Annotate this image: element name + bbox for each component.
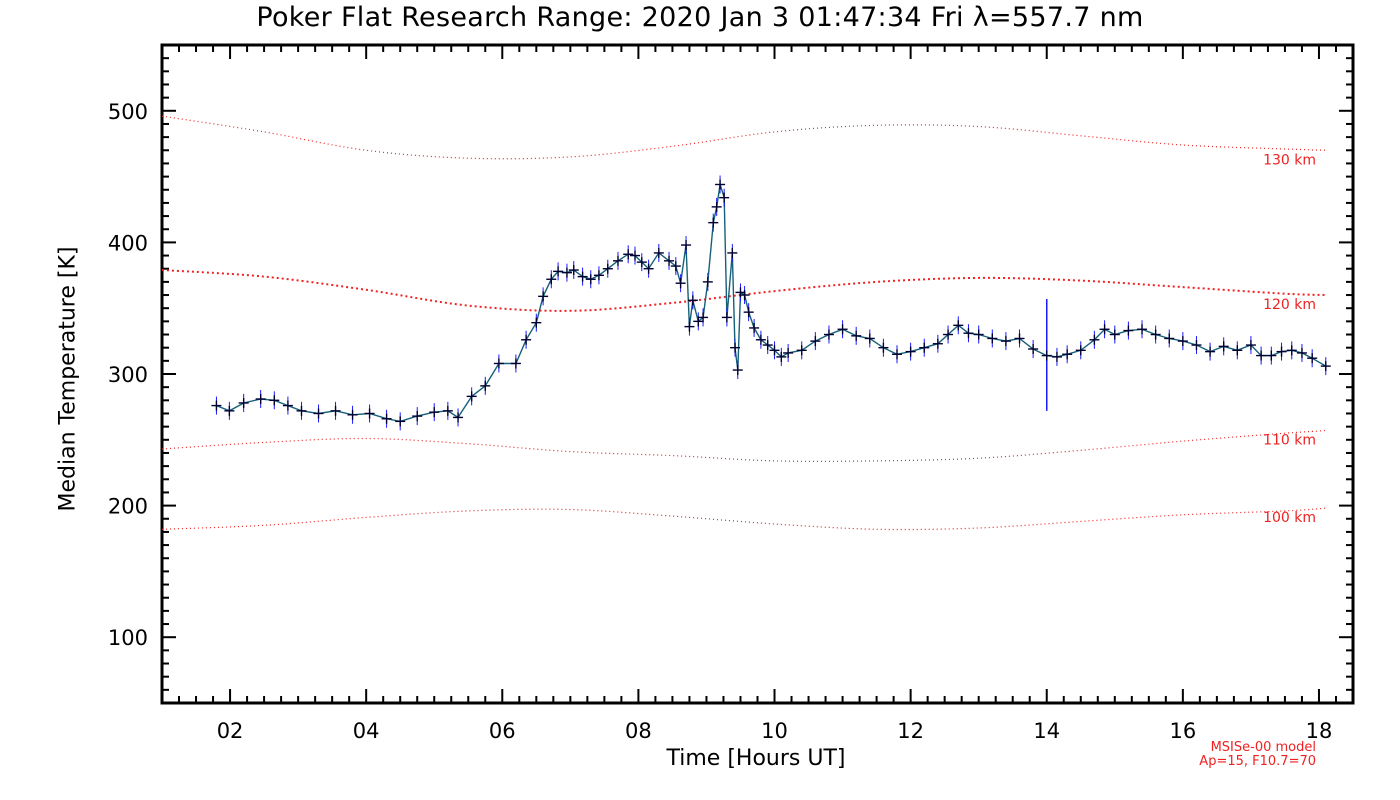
x-tick-label: 10 [761,719,788,743]
x-tick-label: 18 [1306,719,1333,743]
temperature-series [211,175,1331,431]
chart-title: Poker Flat Research Range: 2020 Jan 3 01… [256,2,1144,33]
y-tick-label: 500 [108,100,148,124]
y-axis-label: Median Temperature [K] [55,246,81,512]
x-tick-label: 12 [897,719,924,743]
x-tick-label: 04 [353,719,380,743]
model-curves: 130 km 120 km 110 km 100 km [161,115,1326,531]
model-curve-label: 110 km [1263,433,1316,449]
y-tick-label: 400 [108,231,148,255]
x-tick-label: 08 [625,719,652,743]
model-params-text: Ap=15, F10.7=70 [1199,754,1316,769]
plot-frame [160,43,1355,705]
series-line [216,184,1327,423]
model-curve-110km [161,430,1326,462]
y-tick-label: 200 [108,495,148,519]
model-annotation: MSISe-00 model Ap=15, F10.7=70 [1199,741,1316,769]
x-axis-label: Time [Hours UT] [666,746,846,771]
plot-axes: 02 04 06 08 10 12 14 16 18 100 200 300 400 500 [108,43,1355,743]
model-curve-100km [161,507,1326,531]
model-name-text: MSISe-00 model [1210,740,1316,755]
x-tick-label: 02 [217,719,244,743]
model-curve-label: 130 km [1263,152,1316,168]
model-curve-130km [161,115,1326,160]
model-curve-120km [161,269,1326,312]
x-tick-label: 16 [1169,719,1196,743]
model-curve-label: 100 km [1263,510,1316,526]
y-tick-label: 100 [108,626,148,650]
y-tick-label: 300 [108,363,148,387]
x-tick-label: 14 [1033,719,1060,743]
model-curve-label: 120 km [1263,297,1316,313]
x-tick-label: 06 [489,719,516,743]
